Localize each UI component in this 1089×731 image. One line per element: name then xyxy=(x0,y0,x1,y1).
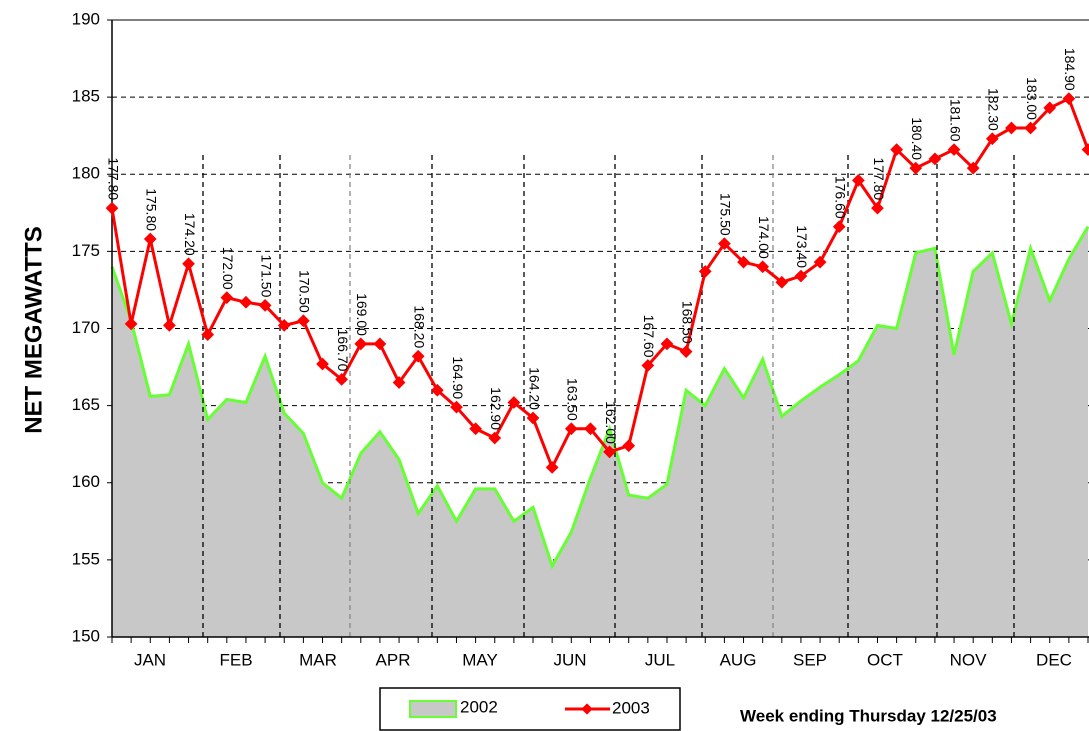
marker xyxy=(105,201,119,215)
value-label: 184.90 xyxy=(1062,48,1078,91)
value-label: 176.60 xyxy=(833,176,849,219)
marker xyxy=(201,328,215,342)
month-label: MAY xyxy=(462,650,498,669)
marker xyxy=(1062,92,1076,106)
marker xyxy=(316,357,329,371)
value-label: 168.50 xyxy=(679,301,695,344)
marker xyxy=(545,460,559,474)
marker xyxy=(411,349,425,363)
marker xyxy=(832,220,846,234)
month-label: SEP xyxy=(793,650,827,669)
y-tick-label: 190 xyxy=(72,9,100,28)
month-label: APR xyxy=(376,650,411,669)
y-tick-label: 185 xyxy=(72,87,100,106)
marker xyxy=(277,319,291,332)
value-label: 164.90 xyxy=(450,356,466,399)
month-label: NOV xyxy=(950,650,988,669)
marker xyxy=(450,400,463,414)
value-label: 182.30 xyxy=(986,88,1002,131)
value-label: 171.50 xyxy=(258,255,274,298)
value-label: 162.00 xyxy=(603,401,619,444)
legend-swatch xyxy=(409,700,457,718)
marker xyxy=(469,422,482,436)
month-label: FEB xyxy=(219,650,252,669)
value-label: 162.90 xyxy=(488,387,504,430)
footnote: Week ending Thursday 12/25/03 xyxy=(740,706,997,725)
value-label: 177.80 xyxy=(105,157,121,200)
month-label: JAN xyxy=(134,650,166,669)
y-axis-label: NET MEGAWATTS xyxy=(20,226,47,434)
marker xyxy=(679,345,693,359)
value-label: 167.60 xyxy=(641,315,657,358)
marker xyxy=(1005,121,1018,135)
value-label: 181.60 xyxy=(947,99,963,142)
y-tick-label: 155 xyxy=(72,549,100,568)
marker xyxy=(928,152,942,166)
month-label: OCT xyxy=(867,650,903,669)
value-label: 174.20 xyxy=(182,213,198,256)
y-tick-label: 165 xyxy=(72,395,100,414)
marker xyxy=(163,319,176,332)
value-label: 170.50 xyxy=(297,270,313,313)
legend-label: 2003 xyxy=(612,698,650,717)
legend-marker xyxy=(581,703,593,715)
value-label: 164.20 xyxy=(526,367,542,410)
value-label: 172.00 xyxy=(220,247,236,290)
marker xyxy=(182,257,195,271)
month-label: JUL xyxy=(645,650,675,669)
marker xyxy=(258,298,272,312)
legend-label: 2002 xyxy=(460,697,498,716)
value-label: 173.40 xyxy=(794,225,810,268)
marker xyxy=(564,422,578,436)
value-label: 166.70 xyxy=(335,329,351,372)
value-label: 183.00 xyxy=(1024,77,1040,120)
month-label: AUG xyxy=(720,650,757,669)
line xyxy=(110,96,1089,472)
month-label: JUN xyxy=(553,650,586,669)
marker xyxy=(392,376,406,389)
marker xyxy=(488,431,502,445)
marker xyxy=(354,337,368,351)
marker xyxy=(373,337,387,351)
value-label: 175.80 xyxy=(144,188,160,231)
value-label: 174.00 xyxy=(756,216,772,259)
marker xyxy=(297,314,310,328)
value-label: 169.00 xyxy=(354,293,370,336)
value-label: 175.50 xyxy=(718,193,734,236)
marker xyxy=(622,439,636,453)
marker xyxy=(239,295,253,309)
marker xyxy=(143,232,157,246)
y-tick-label: 160 xyxy=(72,472,100,491)
value-label: 168.20 xyxy=(411,305,427,348)
value-label: 177.80 xyxy=(871,157,887,200)
marker xyxy=(335,373,349,386)
month-label: DEC xyxy=(1036,650,1072,669)
area xyxy=(112,226,1088,637)
marker xyxy=(220,291,234,305)
y-tick-label: 150 xyxy=(72,626,100,645)
marker xyxy=(124,317,138,331)
area-line xyxy=(110,225,1089,570)
y-tick-label: 180 xyxy=(72,164,100,183)
value-label: 180.40 xyxy=(909,117,925,160)
value-label: 163.50 xyxy=(565,378,581,421)
y-tick-label: 175 xyxy=(72,241,100,260)
marker xyxy=(430,383,444,397)
month-label: MAR xyxy=(299,650,337,669)
y-tick-label: 170 xyxy=(72,318,100,337)
